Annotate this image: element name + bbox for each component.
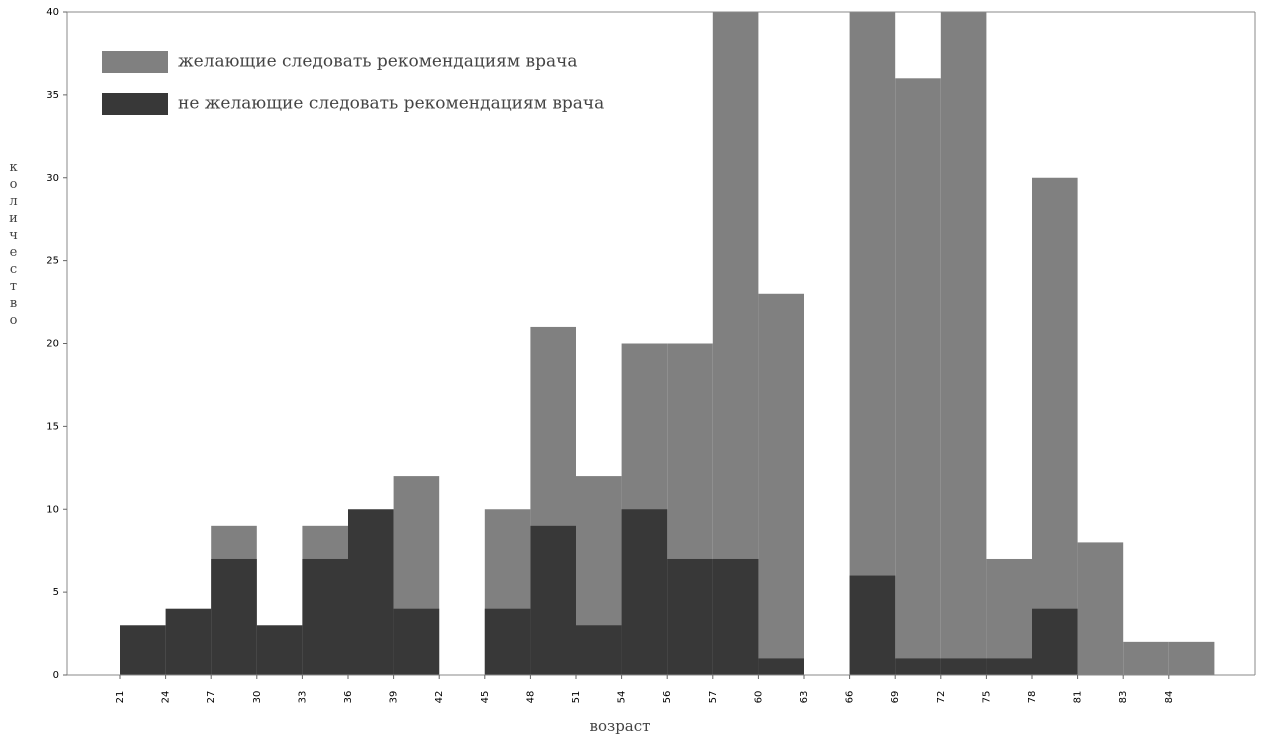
x-tick-label: 54 (617, 691, 628, 704)
bar (484, 608, 531, 675)
x-tick-label: 83 (1118, 691, 1129, 704)
y-tick-label: 35 (46, 90, 59, 101)
x-tick-label: 24 (161, 691, 172, 704)
x-tick-label: 66 (845, 691, 856, 704)
x-tick-label: 78 (1027, 691, 1038, 704)
x-tick-label: 27 (206, 691, 217, 704)
y-axis-label: количество (6, 160, 21, 330)
x-tick-label: 21 (115, 691, 126, 704)
y-tick-label: 5 (53, 587, 59, 598)
y-tick-label: 20 (46, 339, 59, 350)
x-tick-label: 36 (343, 691, 354, 704)
bar (712, 558, 759, 675)
bar (348, 509, 394, 675)
bar (940, 12, 987, 675)
x-tick-label: 30 (252, 691, 263, 704)
x-tick-label: 81 (1073, 691, 1084, 704)
bar (1123, 641, 1169, 675)
bar (940, 658, 987, 675)
bar (120, 625, 166, 675)
bar (211, 558, 257, 675)
x-tick-label: 51 (571, 691, 582, 704)
bar (758, 293, 804, 675)
bar (1168, 641, 1215, 675)
bar (530, 525, 576, 675)
bar (621, 509, 668, 675)
x-tick-label: 72 (936, 691, 947, 704)
bar (576, 625, 622, 675)
bar (758, 658, 804, 675)
y-tick-label: 40 (46, 7, 59, 18)
x-tick-label: 42 (434, 691, 445, 704)
x-tick-label: 63 (799, 691, 810, 704)
x-axis-label: возраст (590, 717, 651, 735)
bar (986, 658, 1032, 675)
bar (895, 658, 941, 675)
x-tick-label: 45 (480, 691, 491, 704)
bar (986, 558, 1032, 675)
x-tick-label: 60 (753, 691, 764, 704)
y-tick-label: 10 (46, 504, 59, 515)
y-tick-label: 0 (53, 670, 59, 681)
bar (849, 12, 896, 675)
x-tick-label: 56 (662, 691, 673, 704)
x-tick-label: 39 (389, 691, 400, 704)
bar (302, 558, 348, 675)
bar (895, 78, 941, 676)
bar (849, 575, 896, 675)
x-tick-label: 84 (1164, 691, 1175, 704)
bar (256, 625, 303, 675)
legend-label: не желающие следовать рекомендациям врач… (178, 94, 604, 114)
legend-swatch (102, 93, 168, 115)
bar (1032, 177, 1078, 675)
legend-swatch (102, 51, 168, 73)
x-tick-label: 57 (708, 691, 719, 704)
x-tick-label: 48 (525, 691, 536, 704)
y-tick-label: 30 (46, 173, 59, 184)
bar (667, 558, 713, 675)
x-tick-label: 69 (890, 691, 901, 704)
x-tick-label: 33 (297, 691, 308, 704)
bar (393, 608, 440, 675)
x-tick-label: 75 (981, 691, 992, 704)
y-tick-label: 15 (46, 421, 59, 432)
legend-label: желающие следовать рекомендациям врача (178, 52, 577, 72)
bar (165, 608, 212, 675)
bar (1032, 608, 1078, 675)
y-tick-label: 25 (46, 256, 59, 267)
bar (1077, 542, 1124, 675)
